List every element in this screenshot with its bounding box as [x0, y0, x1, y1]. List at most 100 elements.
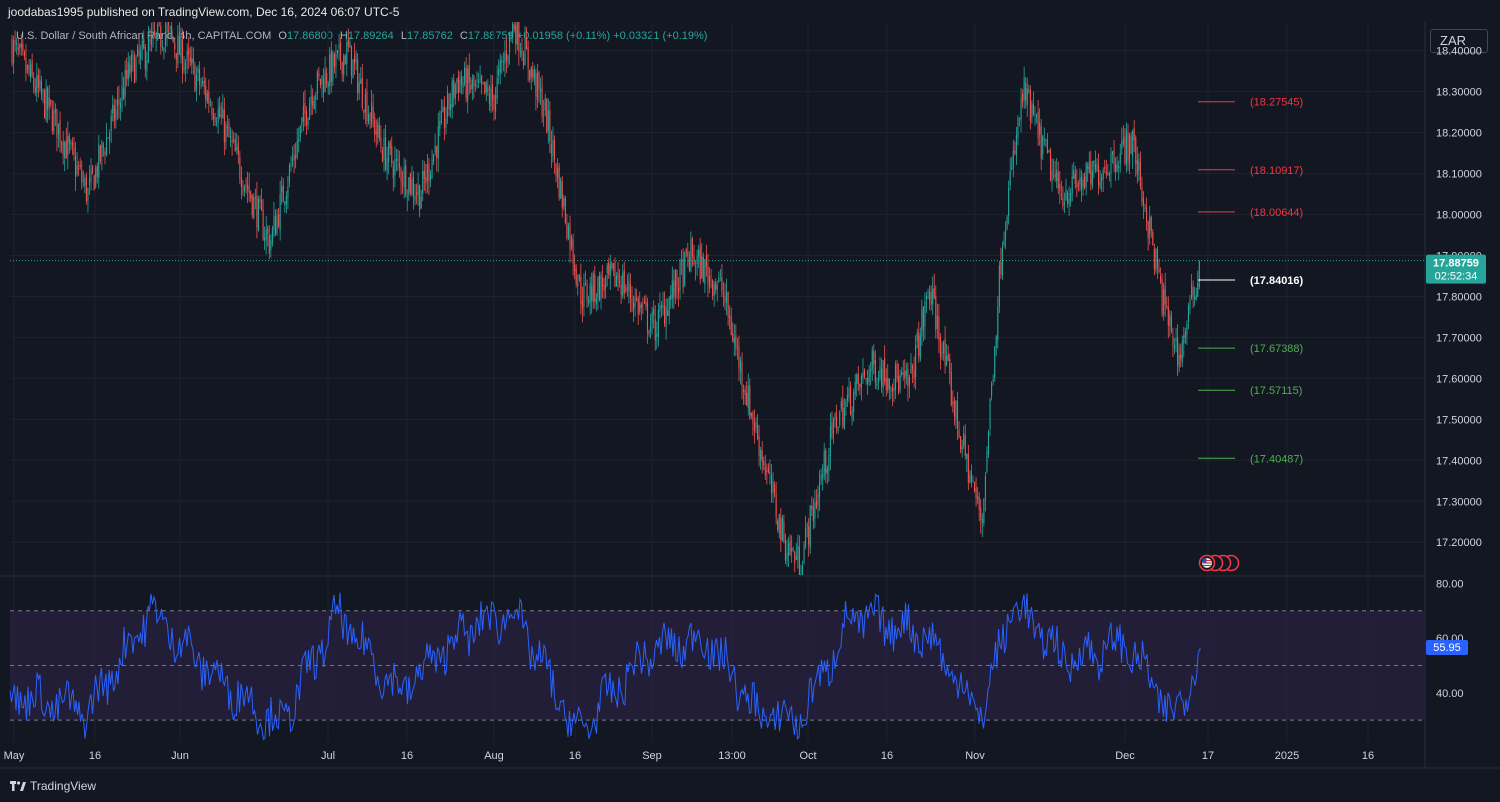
candle-body: [668, 297, 670, 316]
candle-body: [592, 273, 594, 302]
candle-body: [1122, 138, 1124, 144]
candle-body: [1124, 136, 1126, 164]
tradingview-brand[interactable]: TradingView: [10, 779, 96, 793]
candle-body: [113, 105, 115, 122]
candle-body: [600, 274, 602, 300]
candle-body: [797, 545, 799, 561]
level-label-support: (17.40487): [1250, 453, 1303, 465]
candle-body: [1011, 167, 1013, 170]
candle-body: [969, 474, 971, 483]
candle-body: [905, 370, 907, 377]
candle-body: [135, 57, 137, 80]
candle-body: [876, 383, 878, 387]
candle-body: [296, 141, 298, 157]
candle-body: [481, 75, 483, 85]
candle-body: [416, 192, 418, 195]
candle-body: [665, 307, 667, 328]
candle-body: [1071, 176, 1073, 195]
candle-body: [267, 227, 269, 234]
candle-body: [284, 201, 286, 206]
candle-body: [247, 184, 249, 190]
candle-body: [166, 24, 168, 33]
candle-body: [112, 104, 114, 114]
candle-body: [50, 99, 52, 105]
candle-body: [192, 58, 194, 63]
candle-body: [183, 67, 185, 70]
candle-body: [1135, 137, 1137, 164]
candle-body: [778, 513, 780, 534]
candle-body: [349, 42, 351, 48]
candle-body: [1192, 287, 1194, 296]
event-markers[interactable]: [1198, 554, 1240, 572]
candle-body: [206, 92, 208, 103]
candle-body: [237, 143, 239, 156]
candle-body: [316, 71, 318, 94]
candle-body: [848, 387, 850, 398]
candle-body: [450, 104, 452, 111]
candle-body: [904, 370, 906, 379]
candle-body: [257, 198, 259, 232]
candle-body: [172, 37, 174, 42]
candle-body: [138, 50, 140, 56]
candle-body: [188, 48, 190, 56]
candle-body: [118, 99, 120, 105]
candle-body: [56, 108, 58, 139]
time-tick-label: 16: [1362, 750, 1374, 762]
candle-body: [939, 336, 941, 358]
candle-body: [881, 368, 883, 387]
brand-text: TradingView: [30, 779, 97, 793]
candle-body: [1026, 88, 1028, 106]
candle-body: [1172, 335, 1174, 345]
candle-body: [245, 184, 247, 186]
candle-body: [216, 123, 218, 125]
candle-body: [580, 276, 582, 304]
candle-body: [1098, 165, 1100, 185]
candle-body: [194, 64, 196, 92]
candle-body: [285, 196, 287, 205]
candle-body: [301, 117, 303, 125]
candle-body: [70, 142, 72, 145]
candle-body: [578, 274, 580, 281]
candle-body: [499, 60, 501, 73]
candle-body: [685, 248, 687, 253]
candle-body: [79, 164, 81, 168]
candle-body: [259, 198, 261, 202]
candle-body: [820, 474, 822, 481]
candle-body: [217, 109, 219, 123]
candle-body: [747, 385, 749, 409]
candle-body: [23, 52, 25, 56]
time-tick-label: May: [4, 750, 25, 762]
candle-body: [1195, 294, 1197, 301]
candle-body: [445, 118, 447, 128]
rsi-line: [9, 592, 1201, 741]
candle-body: [180, 36, 182, 58]
ohlc-open-value: 17.86800: [286, 30, 333, 42]
currency-button[interactable]: ZAR: [1430, 29, 1488, 53]
candle-body: [925, 296, 928, 299]
candle-body: [1020, 97, 1022, 121]
candle-body: [149, 39, 151, 42]
candle-body: [995, 336, 997, 348]
candle-body: [792, 548, 794, 551]
candle-body: [628, 281, 630, 292]
candle-body: [815, 500, 817, 508]
candle-body: [150, 35, 153, 45]
price-tick-label: 17.60000: [1436, 373, 1482, 385]
candle-body: [318, 73, 320, 77]
candle-body: [829, 426, 831, 457]
candle-body: [82, 181, 84, 183]
candle-body: [922, 306, 924, 330]
candle-body: [344, 55, 346, 65]
candle-body: [677, 287, 680, 293]
candle-body: [1180, 354, 1182, 359]
candle-body: [422, 171, 424, 194]
candle-body: [290, 164, 292, 167]
candle-body: [71, 142, 73, 146]
chart-canvas[interactable]: 18.40000 18.30000 18.20000 18.10000 18.00000…: [0, 0, 1500, 770]
candle-body: [746, 392, 748, 406]
candle-body: [501, 60, 503, 63]
candle-body: [561, 181, 563, 208]
candle-body: [423, 170, 425, 179]
candle-body: [408, 177, 410, 195]
price-tick-label: 17.40000: [1436, 455, 1482, 467]
